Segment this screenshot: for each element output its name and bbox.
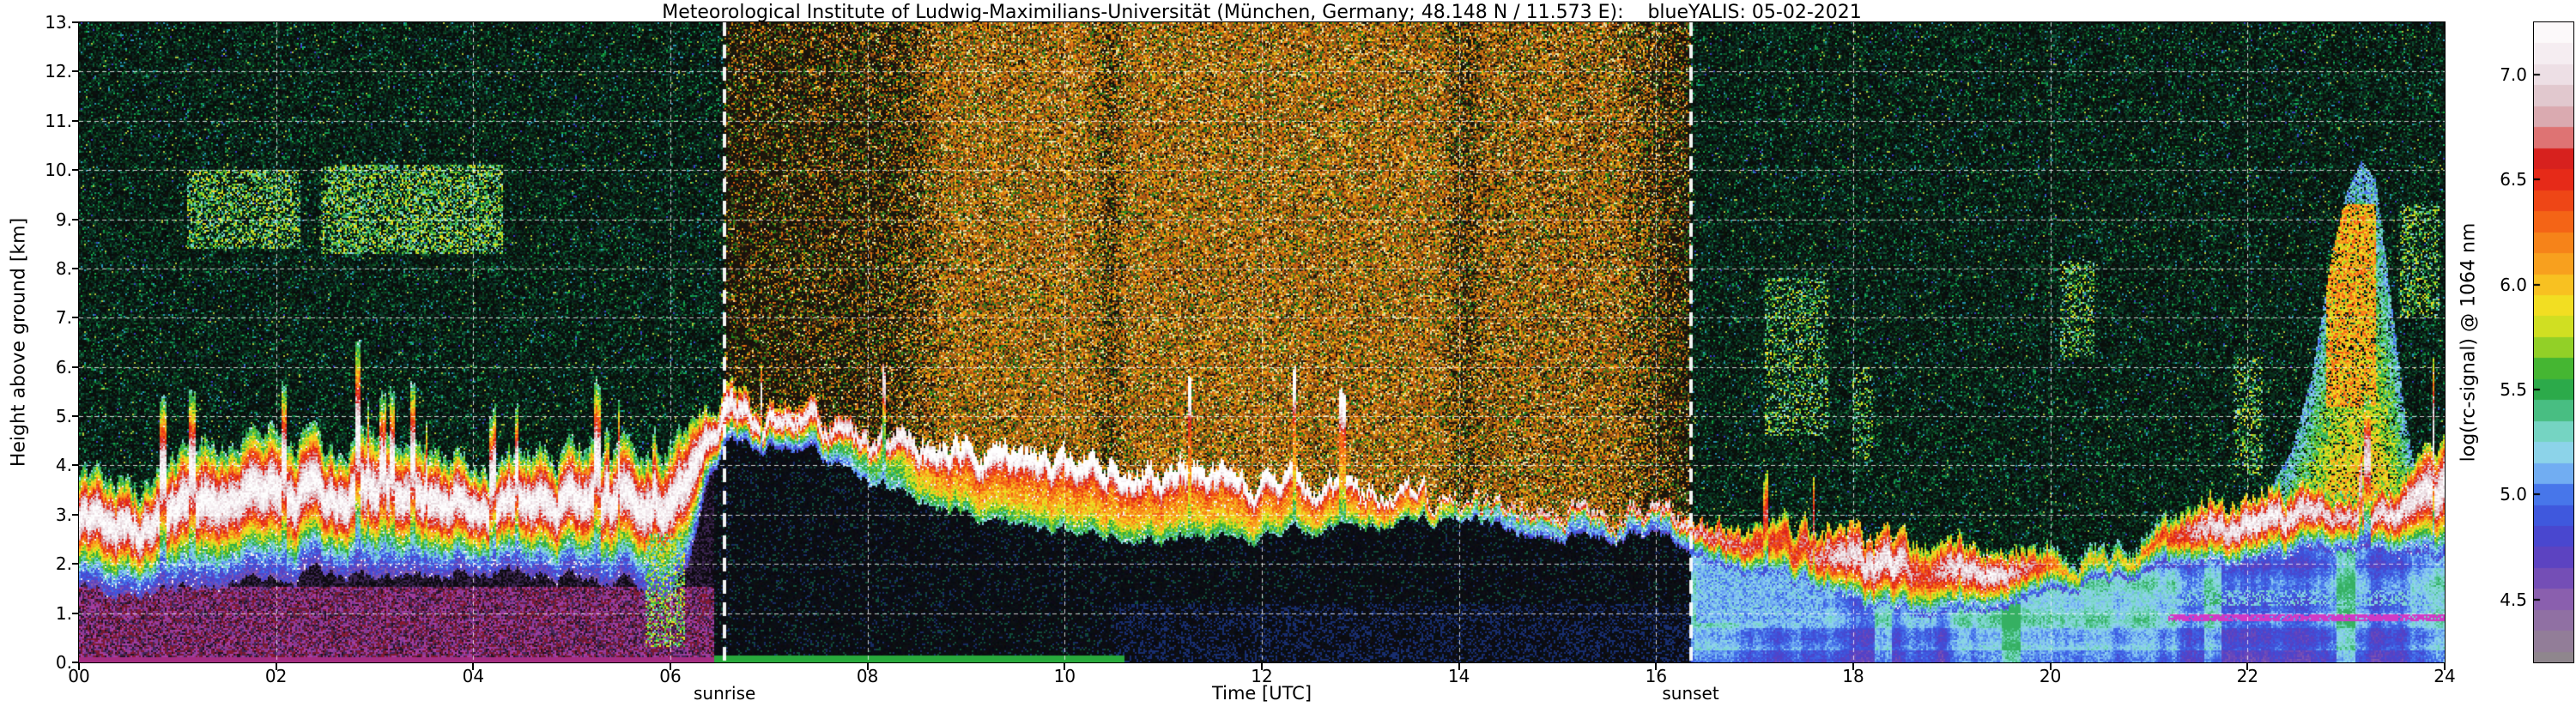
y-tick-label: 8. xyxy=(55,257,72,279)
y-tick-label: 3. xyxy=(55,504,72,525)
x-tick-mark xyxy=(1655,663,1658,670)
colorbar-label: log(rc-signal) @ 1064 nm xyxy=(2458,222,2480,462)
x-tick-mark xyxy=(2049,663,2052,670)
x-tick-mark xyxy=(78,663,80,670)
y-tick-mark xyxy=(72,662,79,663)
colorbar-tick-label: 6.5 xyxy=(2500,169,2527,190)
y-tick-label: 1. xyxy=(55,602,72,624)
y-tick-label: 13. xyxy=(45,12,72,33)
y-tick-mark xyxy=(72,70,79,73)
chart-title: Meteorological Institute of Ludwig-Maxim… xyxy=(662,2,1862,23)
x-tick-mark xyxy=(670,663,671,670)
y-tick-label: 12. xyxy=(45,61,72,82)
x-tick-mark xyxy=(1458,663,1460,670)
y-tick-mark xyxy=(72,267,79,269)
annotation-sunrise: sunrise xyxy=(694,683,756,704)
y-tick-mark xyxy=(72,366,79,368)
y-tick-mark xyxy=(72,169,79,172)
x-tick-mark xyxy=(1852,663,1854,670)
y-tick-mark xyxy=(72,563,79,565)
x-tick-mark xyxy=(1064,663,1066,670)
colorbar-canvas xyxy=(2534,22,2573,662)
y-tick-label: 11. xyxy=(45,110,72,131)
y-axis-label: Height above ground [km] xyxy=(8,217,30,468)
x-tick-mark xyxy=(866,663,869,670)
y-tick-mark xyxy=(72,119,79,122)
x-tick-mark xyxy=(275,663,277,670)
y-tick-mark xyxy=(72,317,79,319)
colorbar-tick-label: 5.5 xyxy=(2500,379,2527,401)
colorbar-tick-label: 5.0 xyxy=(2500,484,2527,505)
colorbar-tick-label: 7.0 xyxy=(2500,64,2527,86)
x-tick-mark xyxy=(2246,663,2249,670)
y-tick-label: 7. xyxy=(55,307,72,329)
y-tick-label: 5. xyxy=(55,406,72,427)
y-tick-label: 4. xyxy=(55,455,72,476)
colorbar-tick-label: 6.0 xyxy=(2500,274,2527,295)
y-tick-mark xyxy=(72,21,79,23)
y-tick-label: 10. xyxy=(45,160,72,181)
y-tick-label: 2. xyxy=(55,553,72,575)
x-tick-mark xyxy=(1261,663,1263,670)
y-tick-label: 9. xyxy=(55,208,72,230)
y-tick-mark xyxy=(72,513,79,516)
y-tick-label: 0. xyxy=(55,652,72,673)
x-axis-label: Time [UTC] xyxy=(1211,683,1312,704)
heatmap-canvas xyxy=(79,22,2445,662)
annotation-sunset: sunset xyxy=(1662,683,1719,704)
x-tick-mark xyxy=(2444,663,2446,670)
y-tick-mark xyxy=(72,612,79,614)
x-tick-mark xyxy=(472,663,475,670)
y-tick-mark xyxy=(72,218,79,221)
colorbar-tick-label: 4.5 xyxy=(2500,589,2527,610)
y-tick-label: 6. xyxy=(55,356,72,378)
y-tick-mark xyxy=(72,415,79,418)
y-tick-mark xyxy=(72,464,79,467)
